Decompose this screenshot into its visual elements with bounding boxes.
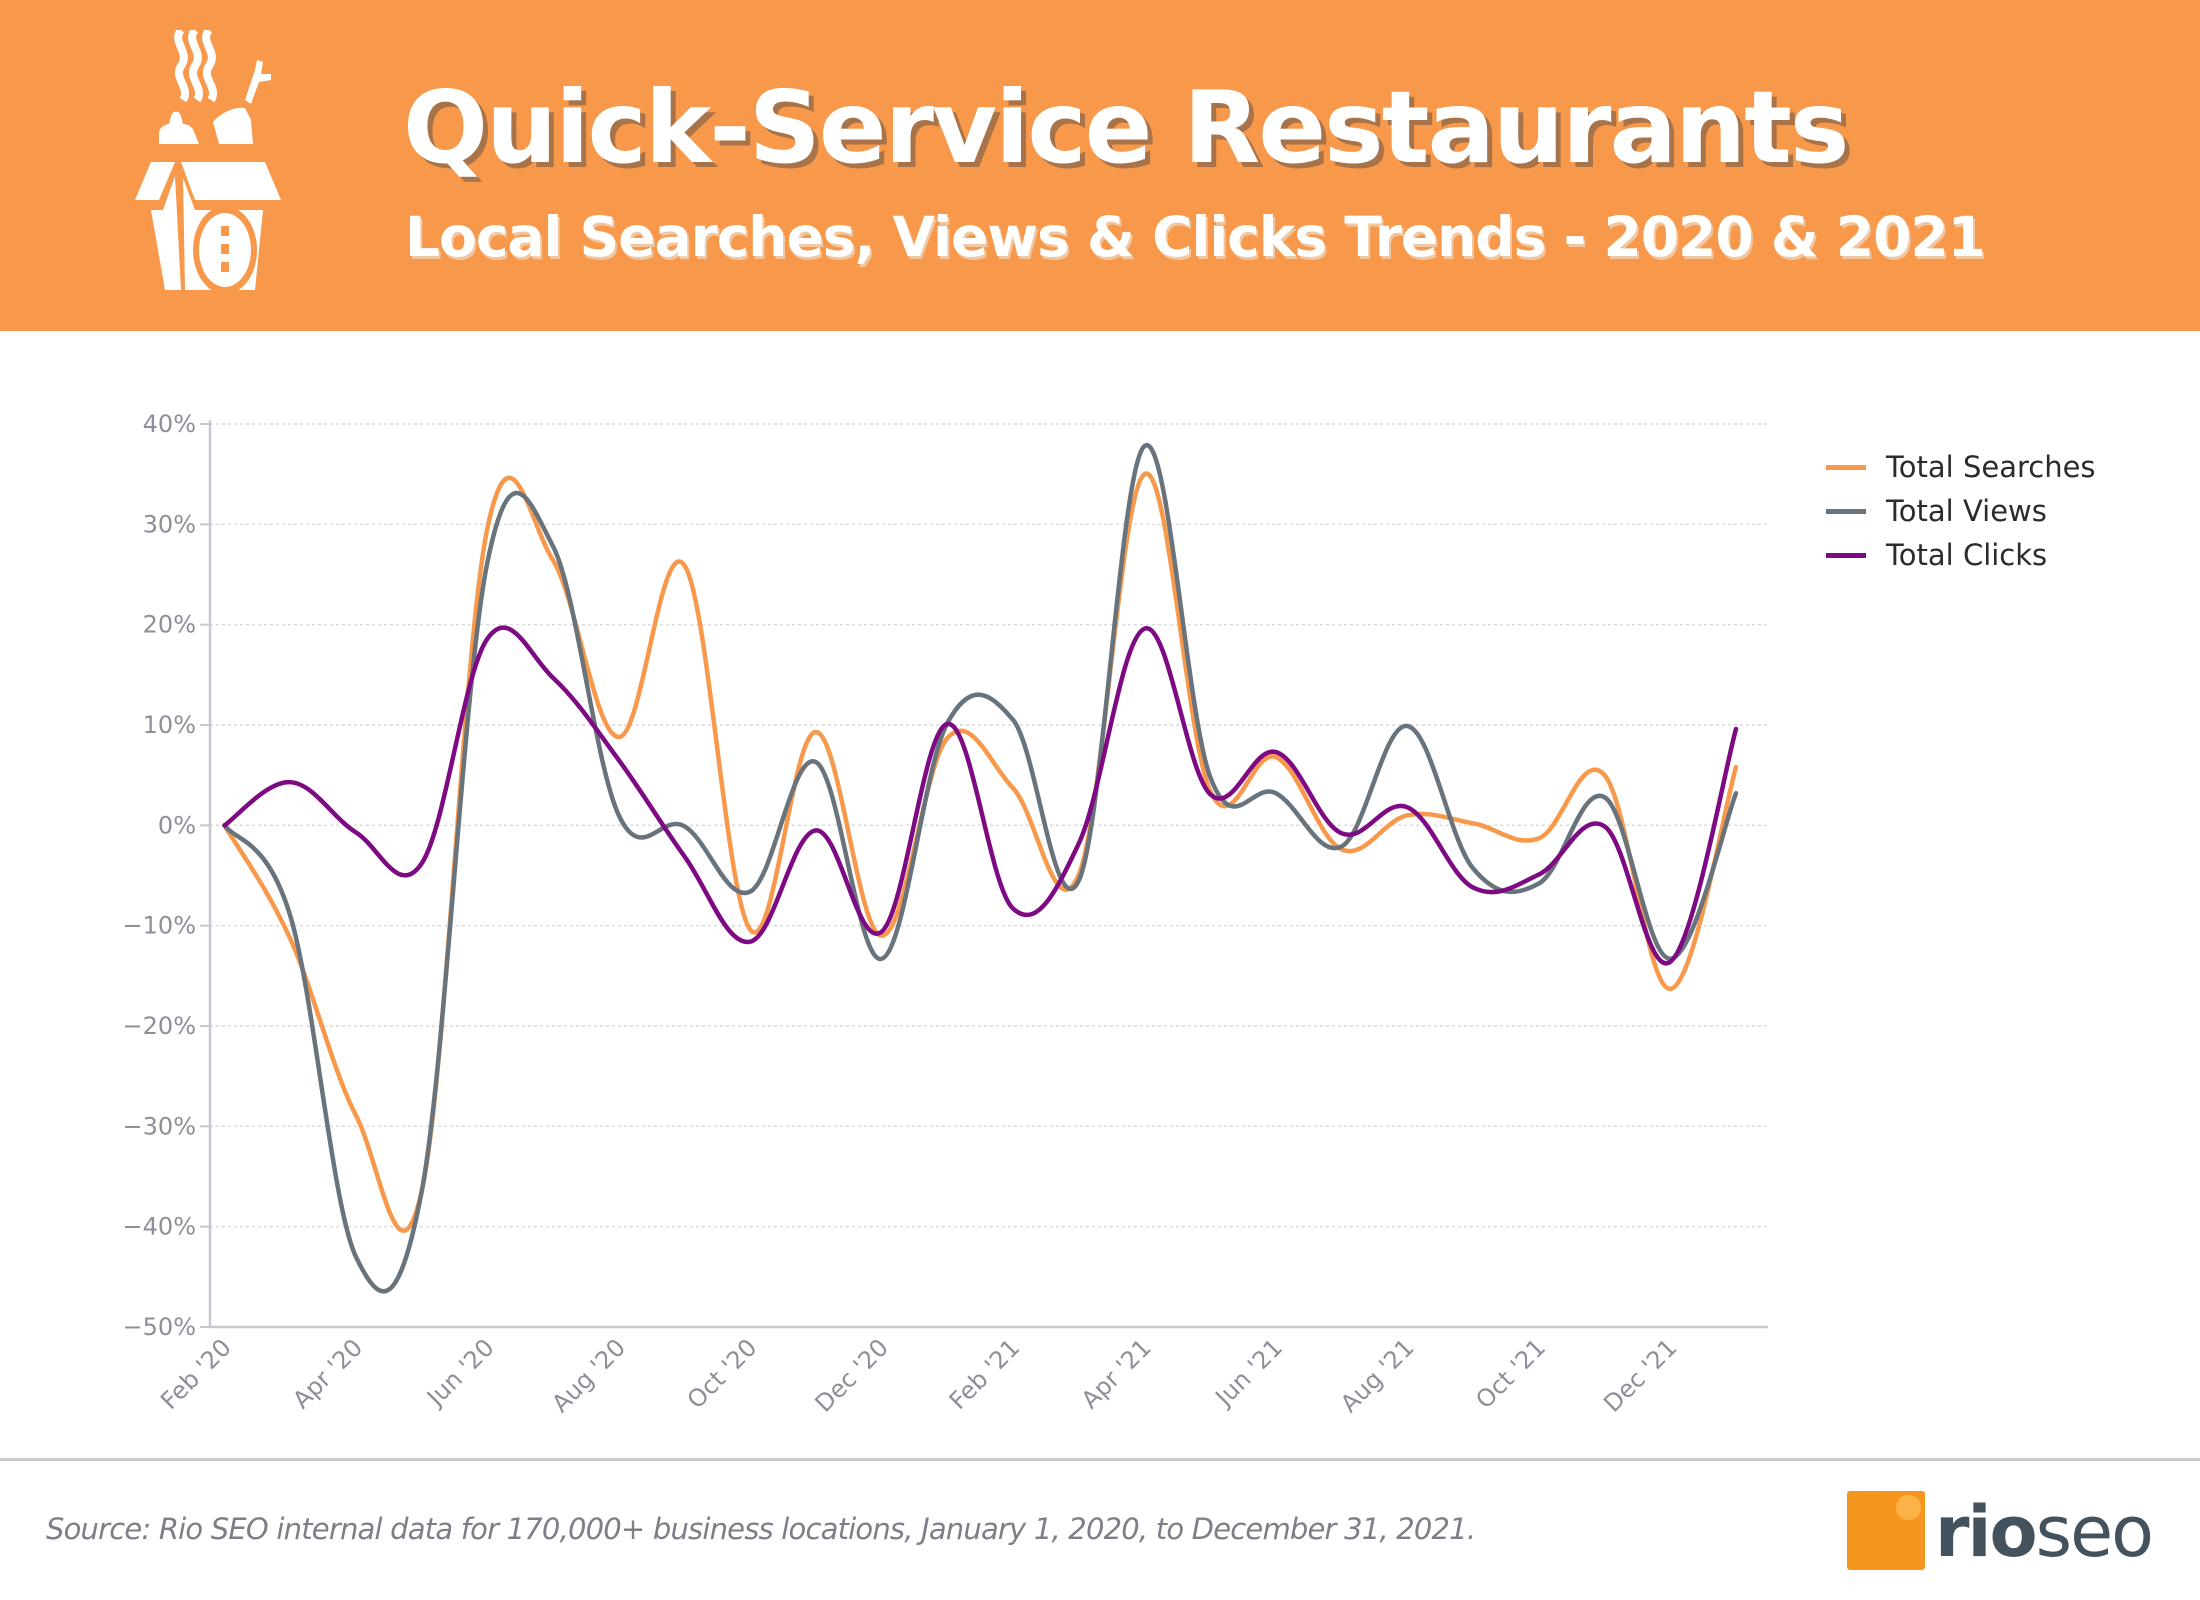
x-tick-label: Dec '20 — [810, 1333, 894, 1417]
y-tick-label: −50% — [123, 1313, 196, 1341]
legend-swatch-searches — [1826, 464, 1866, 470]
x-tick-label: Apr '21 — [1076, 1333, 1157, 1414]
line-chart: 40% 30% 20% 10% 0% −10% −20% −30% −40% −50% Feb '… — [123, 410, 1768, 1418]
source-note: Source: Rio SEO internal data for 170,00… — [46, 1512, 1476, 1546]
y-tick-label: −10% — [123, 912, 196, 940]
legend-label: Total Views — [1886, 494, 2047, 528]
y-tick-label: −30% — [123, 1112, 196, 1140]
x-tick-label: Oct '20 — [682, 1333, 763, 1414]
chart-axes — [208, 420, 1768, 1329]
chart-series — [222, 443, 1739, 1294]
legend-item-clicks: Total Clicks — [1826, 533, 2096, 577]
x-tick-label: Aug '20 — [546, 1333, 631, 1418]
x-tick-label: Oct '21 — [1470, 1333, 1551, 1414]
x-axis-ticks: Feb '20 Apr '20 Jun '20 Aug '20 Oct '20 Dec '… — [155, 1333, 1682, 1418]
y-tick-label: 20% — [143, 611, 196, 639]
legend-swatch-views — [1826, 508, 1866, 514]
series-line-total-clicks — [222, 625, 1739, 966]
series-line-total-views — [222, 443, 1739, 1294]
chart-legend: Total Searches Total Views Total Clicks — [1826, 445, 2096, 577]
series-line-total-searches — [222, 471, 1739, 1233]
x-tick-label: Dec '21 — [1598, 1333, 1682, 1417]
y-tick-label: 0% — [158, 811, 196, 839]
x-tick-label: Apr '20 — [287, 1333, 368, 1414]
x-tick-label: Jun '21 — [1209, 1333, 1288, 1412]
x-tick-label: Aug '21 — [1335, 1333, 1420, 1418]
y-tick-label: 30% — [143, 510, 196, 538]
rio-seo-logo: rioseo — [1847, 1491, 2187, 1573]
chart-gridlines — [200, 423, 1768, 1328]
page-subtitle: Local Searches, Views & Clicks Trends - … — [405, 205, 1986, 269]
x-tick-label: Jun '20 — [420, 1333, 499, 1412]
y-tick-label: 40% — [143, 410, 196, 438]
x-tick-label: Feb '20 — [155, 1333, 237, 1415]
legend-label: Total Clicks — [1886, 538, 2048, 572]
y-tick-label: −20% — [123, 1012, 196, 1040]
header-banner: Quick-Service Restaurants Local Searches… — [0, 0, 2200, 331]
y-tick-label: −40% — [123, 1213, 196, 1241]
legend-label: Total Searches — [1886, 450, 2096, 484]
y-tick-label: 10% — [143, 711, 196, 739]
legend-swatch-clicks — [1826, 552, 1866, 558]
legend-item-searches: Total Searches — [1826, 445, 2096, 489]
x-tick-label: Feb '21 — [944, 1333, 1026, 1415]
takeout-box-icon — [135, 30, 281, 290]
footer-divider — [0, 1458, 2200, 1461]
y-axis-ticks: 40% 30% 20% 10% 0% −10% −20% −30% −40% −50% — [123, 410, 196, 1341]
page-title: Quick-Service Restaurants — [403, 69, 1849, 186]
logo-wordmark: rioseo — [1935, 1491, 2154, 1573]
legend-item-views: Total Views — [1826, 489, 2096, 533]
logo-circle-icon — [1896, 1495, 1921, 1520]
